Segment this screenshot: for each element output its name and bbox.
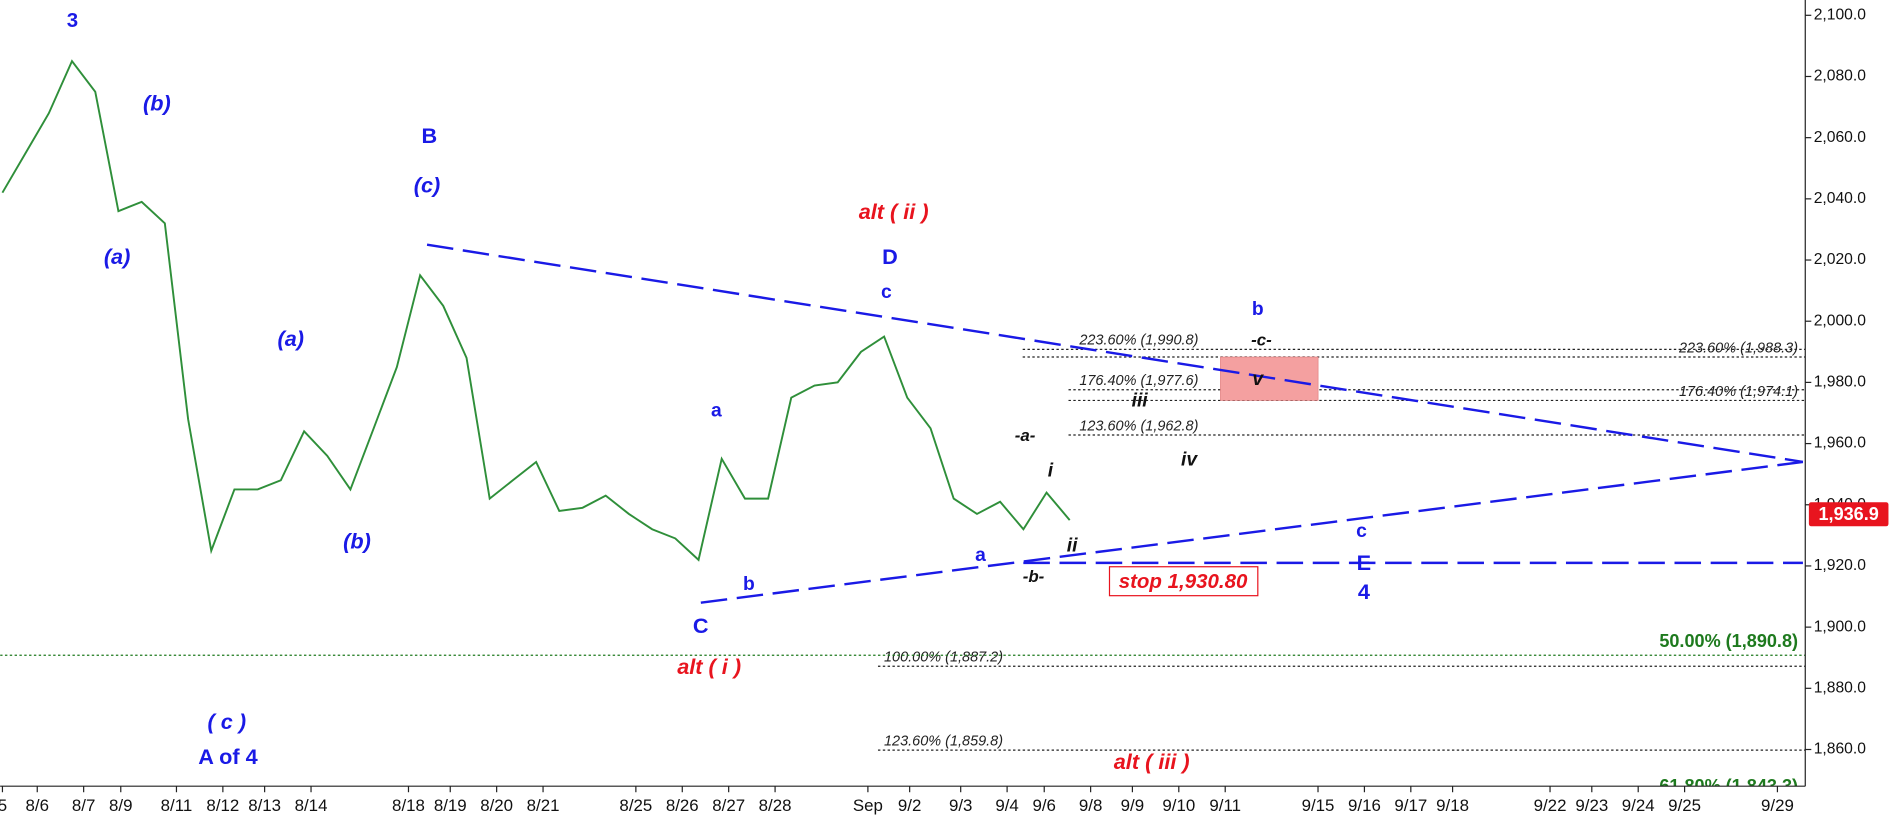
wave-label: a bbox=[711, 400, 722, 421]
wave-label: c bbox=[881, 282, 892, 303]
x-tick-label: 9/10 bbox=[1162, 796, 1195, 815]
wave-label: (a) bbox=[277, 326, 304, 351]
x-tick-label: 9/11 bbox=[1209, 796, 1241, 815]
wave-label: (c) bbox=[414, 173, 441, 198]
wave-label: b bbox=[1252, 299, 1264, 320]
y-tick-label: 1,920.0 bbox=[1814, 557, 1867, 574]
y-tick-label: 1,860.0 bbox=[1814, 741, 1867, 758]
wave-label: -c- bbox=[1251, 331, 1272, 350]
wave-label: c bbox=[1356, 521, 1367, 542]
wave-label: (b) bbox=[143, 91, 171, 116]
x-tick-label: 8/26 bbox=[666, 796, 699, 815]
wave-label: 3 bbox=[67, 9, 78, 32]
x-tick-label: 9/9 bbox=[1121, 796, 1144, 815]
x-tick-label: 8/11 bbox=[161, 796, 193, 815]
wave-label: E bbox=[1357, 550, 1371, 575]
wave-label: alt ( iii ) bbox=[1114, 749, 1190, 774]
x-tick-label: 8/14 bbox=[295, 796, 328, 815]
x-tick-label: 8/25 bbox=[619, 796, 652, 815]
wave-label: v bbox=[1252, 369, 1264, 390]
y-tick-label: 2,000.0 bbox=[1814, 312, 1867, 329]
x-tick-label: 8/9 bbox=[109, 796, 132, 815]
fib-level-label: 223.60% (1,990.8) bbox=[1078, 333, 1198, 349]
wave-label: i bbox=[1048, 461, 1054, 482]
x-tick-label: 9/17 bbox=[1394, 796, 1427, 815]
x-tick-label: 8/13 bbox=[248, 796, 281, 815]
x-tick-label: 9/8 bbox=[1079, 796, 1102, 815]
x-tick-label: 9/6 bbox=[1032, 796, 1055, 815]
y-tick-label: 1,960.0 bbox=[1814, 435, 1867, 452]
trend-line bbox=[700, 460, 1804, 604]
stop-label: stop 1,930.80 bbox=[1119, 570, 1248, 593]
wave-label: A of 4 bbox=[198, 744, 257, 769]
y-tick-label: 2,040.0 bbox=[1814, 190, 1867, 207]
fib-level-label: 100.00% (1,887.2) bbox=[884, 650, 1003, 666]
y-tick-label: 1,900.0 bbox=[1814, 618, 1867, 635]
y-tick-label: 2,100.0 bbox=[1814, 6, 1867, 23]
y-tick-label: 2,020.0 bbox=[1814, 251, 1867, 268]
wave-label: 4 bbox=[1358, 579, 1370, 604]
x-tick-label: 8/6 bbox=[26, 796, 49, 815]
fib-level-label: 176.40% (1,977.6) bbox=[1079, 373, 1198, 389]
wave-label: -b- bbox=[1023, 567, 1045, 586]
y-tick-label: 2,060.0 bbox=[1814, 129, 1867, 146]
y-tick-label: 1,980.0 bbox=[1814, 374, 1867, 391]
last-price-box bbox=[1808, 502, 1889, 527]
plot-area: 223.60% (1,990.8) 223.60% (1,988.3) 176.40… bbox=[0, 59, 1806, 796]
x-tick-label: 8/28 bbox=[759, 796, 792, 815]
wave-label: alt ( ii ) bbox=[859, 199, 929, 224]
x-tick-label: Sep bbox=[853, 796, 883, 815]
wave-label: b bbox=[743, 574, 755, 595]
wave-label: -a- bbox=[1015, 426, 1036, 445]
x-tick-label: 8/7 bbox=[72, 796, 95, 815]
wave-label: (b) bbox=[343, 528, 371, 553]
wave-label: C bbox=[693, 613, 709, 638]
x-tick-label: 9/23 bbox=[1575, 796, 1608, 815]
x-tick-label: 9/18 bbox=[1436, 796, 1469, 815]
wave-label: ii bbox=[1067, 535, 1078, 556]
y-tick-label: 1,880.0 bbox=[1814, 679, 1867, 696]
fib-level-label: 123.60% (1,859.8) bbox=[884, 733, 1003, 749]
x-tick-label: 8/21 bbox=[527, 796, 560, 815]
wave-label: B bbox=[422, 123, 438, 148]
wave-label: (a) bbox=[104, 244, 131, 269]
x-tick-label: 9/22 bbox=[1534, 796, 1567, 815]
wave-label: D bbox=[882, 244, 898, 269]
x-tick-label: 9/15 bbox=[1302, 796, 1335, 815]
wave-label: ( c ) bbox=[208, 709, 247, 734]
x-tick-label: 9/2 bbox=[898, 796, 921, 815]
wave-label: a bbox=[975, 545, 986, 566]
x-tick-label: 5 bbox=[0, 796, 7, 815]
x-tick-label: 9/29 bbox=[1761, 796, 1794, 815]
fib-level-label: 223.60% (1,988.3) bbox=[1678, 340, 1798, 356]
x-tick-label: 8/20 bbox=[480, 796, 513, 815]
fib-level-label: 123.60% (1,962.8) bbox=[1079, 418, 1198, 434]
trend-line bbox=[426, 243, 1804, 464]
x-tick-label: 8/12 bbox=[206, 796, 239, 815]
fib-level-label: 50.00% (1,890.8) bbox=[1659, 631, 1798, 651]
x-tick-label: 9/3 bbox=[949, 796, 972, 815]
y-tick-label: 2,080.0 bbox=[1814, 68, 1867, 85]
x-tick-label: 8/19 bbox=[434, 796, 467, 815]
last-price-label: 1,936.9 bbox=[1819, 504, 1879, 524]
x-tick-label: 9/4 bbox=[995, 796, 1018, 815]
x-tick-label: 9/25 bbox=[1668, 796, 1701, 815]
wave-label: iv bbox=[1181, 450, 1198, 471]
x-tick-label: 9/16 bbox=[1348, 796, 1381, 815]
price-line bbox=[1, 59, 1071, 562]
stop-box bbox=[1108, 566, 1259, 597]
wave-label: alt ( i ) bbox=[677, 654, 741, 679]
fib-level-label: 61.80% (1,843.3) bbox=[1659, 776, 1798, 796]
x-tick-label: 8/27 bbox=[712, 796, 745, 815]
x-tick-label: 8/18 bbox=[392, 796, 425, 815]
wave-label: iii bbox=[1132, 391, 1149, 412]
x-tick-label: 9/24 bbox=[1622, 796, 1655, 815]
fib-level-label: 176.40% (1,974.1) bbox=[1679, 384, 1798, 400]
